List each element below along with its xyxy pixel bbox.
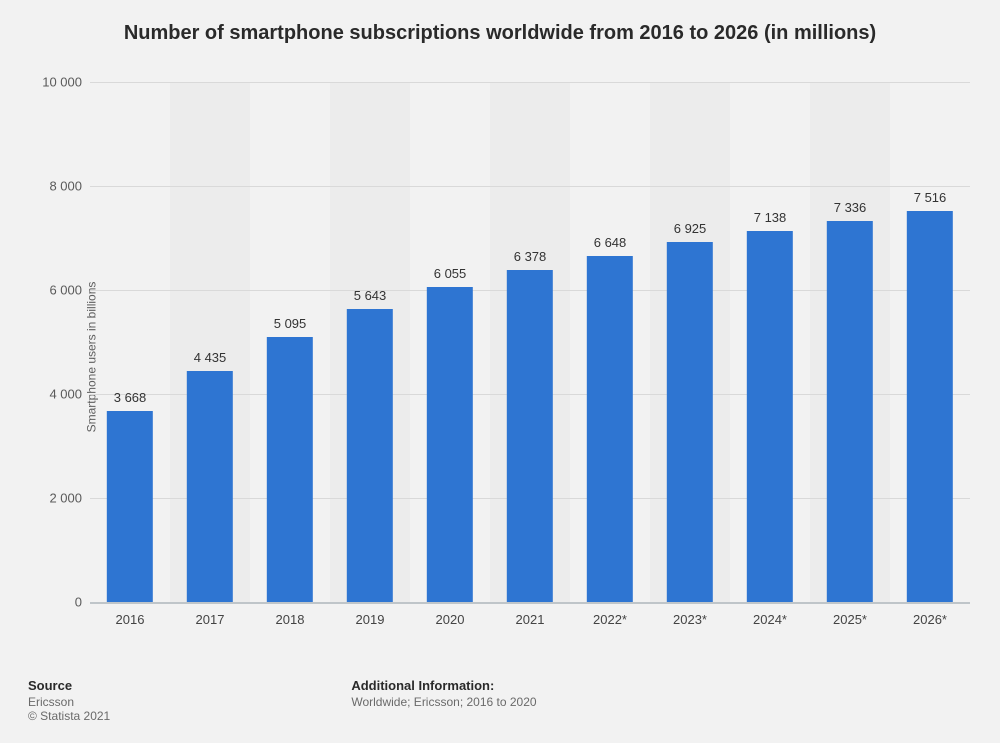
bar: [827, 221, 873, 602]
y-tick-label: 8 000: [28, 179, 82, 194]
bar-value-label: 4 435: [194, 350, 227, 365]
x-tick-label: 2026*: [913, 612, 947, 627]
chart-area: Smartphone users in billions 02 0004 000…: [0, 62, 1000, 652]
y-tick-label: 0: [28, 595, 82, 610]
bar-value-label: 6 648: [594, 235, 627, 250]
y-tick-label: 4 000: [28, 387, 82, 402]
bar: [107, 411, 153, 602]
y-tick-label: 2 000: [28, 491, 82, 506]
x-tick-label: 2018: [276, 612, 305, 627]
bar: [747, 231, 793, 602]
x-tick-label: 2016: [116, 612, 145, 627]
copyright: © Statista 2021: [28, 709, 348, 723]
bar-value-label: 7 138: [754, 210, 787, 225]
source-name: Ericsson: [28, 695, 348, 709]
bar: [507, 270, 553, 602]
bar-value-label: 6 055: [434, 266, 467, 281]
bar-column: 4 4352017: [170, 82, 250, 602]
source-heading: Source: [28, 678, 348, 693]
bar-value-label: 3 668: [114, 390, 147, 405]
x-tick-label: 2020: [436, 612, 465, 627]
bar-column: 6 0552020: [410, 82, 490, 602]
chart-title: Number of smartphone subscriptions world…: [0, 0, 1000, 51]
bar: [907, 211, 953, 602]
bar-column: 7 3362025*: [810, 82, 890, 602]
x-tick-label: 2025*: [833, 612, 867, 627]
bar-value-label: 7 336: [834, 200, 867, 215]
x-tick-label: 2019: [356, 612, 385, 627]
bar-value-label: 5 095: [274, 316, 307, 331]
gridline: [90, 602, 970, 604]
y-tick-label: 6 000: [28, 283, 82, 298]
bar-column: 5 6432019: [330, 82, 410, 602]
bar-column: 6 6482022*: [570, 82, 650, 602]
bar-column: 7 5162026*: [890, 82, 970, 602]
bar-value-label: 6 925: [674, 221, 707, 236]
bar-column: 6 9252023*: [650, 82, 730, 602]
plot-region: 02 0004 0006 0008 00010 000 3 66820164 4…: [90, 82, 970, 602]
x-tick-label: 2024*: [753, 612, 787, 627]
bar: [187, 371, 233, 602]
x-tick-label: 2023*: [673, 612, 707, 627]
bar-column: 6 3782021: [490, 82, 570, 602]
bar-column: 7 1382024*: [730, 82, 810, 602]
bar: [427, 287, 473, 602]
bar-value-label: 6 378: [514, 249, 547, 264]
bar: [667, 242, 713, 602]
y-tick-label: 10 000: [28, 75, 82, 90]
bar: [267, 337, 313, 602]
bars-container: 3 66820164 43520175 09520185 64320196 05…: [90, 82, 970, 602]
bar-column: 3 6682016: [90, 82, 170, 602]
bar-value-label: 5 643: [354, 288, 387, 303]
x-tick-label: 2022*: [593, 612, 627, 627]
x-tick-label: 2017: [196, 612, 225, 627]
bar-column: 5 0952018: [250, 82, 330, 602]
bar-value-label: 7 516: [914, 190, 947, 205]
chart-footer: Source Ericsson © Statista 2021 Addition…: [28, 678, 972, 723]
info-heading: Additional Information:: [351, 678, 536, 693]
footer-source: Source Ericsson © Statista 2021: [28, 678, 348, 723]
bar: [587, 256, 633, 602]
info-line: Worldwide; Ericsson; 2016 to 2020: [351, 695, 536, 709]
x-tick-label: 2021: [516, 612, 545, 627]
bar: [347, 309, 393, 602]
footer-info: Additional Information: Worldwide; Erics…: [351, 678, 536, 709]
